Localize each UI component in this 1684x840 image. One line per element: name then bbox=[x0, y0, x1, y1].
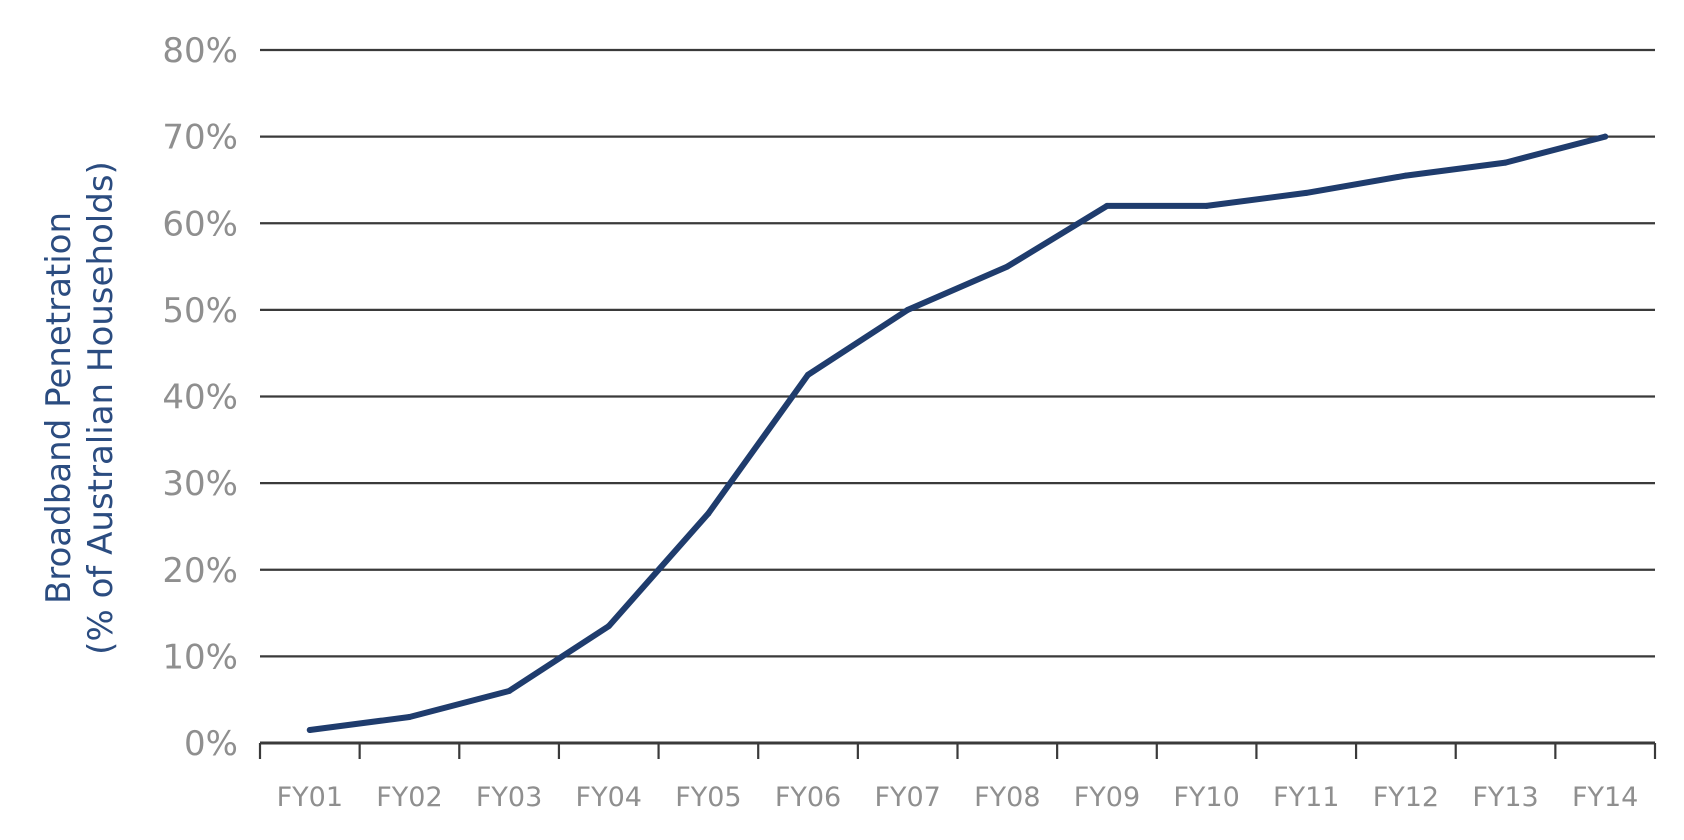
data-point bbox=[1004, 263, 1011, 270]
x-axis bbox=[258, 741, 1657, 759]
x-tick-label: FY14 bbox=[1572, 782, 1638, 813]
x-tick-label: FY03 bbox=[476, 782, 542, 813]
x-tick-label: FY08 bbox=[974, 782, 1040, 813]
x-axis-ticks: FY01 FY02 FY03 FY04 FY05 FY06 FY07 FY08 FY09 FY10… bbox=[277, 782, 1639, 813]
y-tick-label: 50% bbox=[162, 291, 238, 331]
data-point bbox=[1502, 159, 1509, 166]
x-tick-label: FY12 bbox=[1373, 782, 1439, 813]
y-tick-label: 80% bbox=[162, 31, 238, 71]
y-tick-label: 70% bbox=[162, 118, 238, 158]
x-tick-label: FY02 bbox=[376, 782, 442, 813]
data-point bbox=[1602, 133, 1609, 140]
data-point bbox=[805, 371, 812, 378]
data-point bbox=[1402, 172, 1409, 179]
y-axis-title: Broadband Penetration (% of Australian H… bbox=[39, 161, 121, 655]
y-axis-ticks: 0% 10% 20% 30% 40% 50% 60% 70% 80% bbox=[162, 31, 238, 764]
y-tick-label: 10% bbox=[162, 637, 238, 677]
y-tick-label: 40% bbox=[162, 378, 238, 418]
data-point bbox=[705, 510, 712, 517]
data-point bbox=[1103, 202, 1110, 209]
x-tick-label: FY10 bbox=[1173, 782, 1239, 813]
x-tick-label: FY04 bbox=[576, 782, 642, 813]
x-tick-label: FY01 bbox=[277, 782, 343, 813]
x-tick-label: FY07 bbox=[874, 782, 940, 813]
x-tick-label: FY06 bbox=[775, 782, 841, 813]
data-point bbox=[1203, 202, 1210, 209]
data-point bbox=[506, 688, 513, 695]
x-tick-label: FY13 bbox=[1472, 782, 1538, 813]
x-tick-label: FY05 bbox=[675, 782, 741, 813]
data-point bbox=[306, 727, 313, 734]
y-tick-label: 0% bbox=[184, 724, 238, 764]
data-point bbox=[605, 623, 612, 630]
y-tick-label: 20% bbox=[162, 551, 238, 591]
y-tick-label: 60% bbox=[162, 204, 238, 244]
data-point bbox=[406, 714, 413, 721]
y-axis-title-line-1: Broadband Penetration bbox=[39, 212, 79, 604]
series-layer bbox=[306, 133, 1609, 734]
y-axis-title-line-2: (% of Australian Households) bbox=[81, 161, 121, 655]
data-point bbox=[1303, 189, 1310, 196]
y-tick-label: 30% bbox=[162, 464, 238, 504]
series-line-0 bbox=[306, 133, 1609, 733]
gridlines bbox=[260, 48, 1655, 658]
x-tick-label: FY09 bbox=[1074, 782, 1140, 813]
data-point bbox=[904, 306, 911, 313]
x-tick-label: FY11 bbox=[1273, 782, 1339, 813]
